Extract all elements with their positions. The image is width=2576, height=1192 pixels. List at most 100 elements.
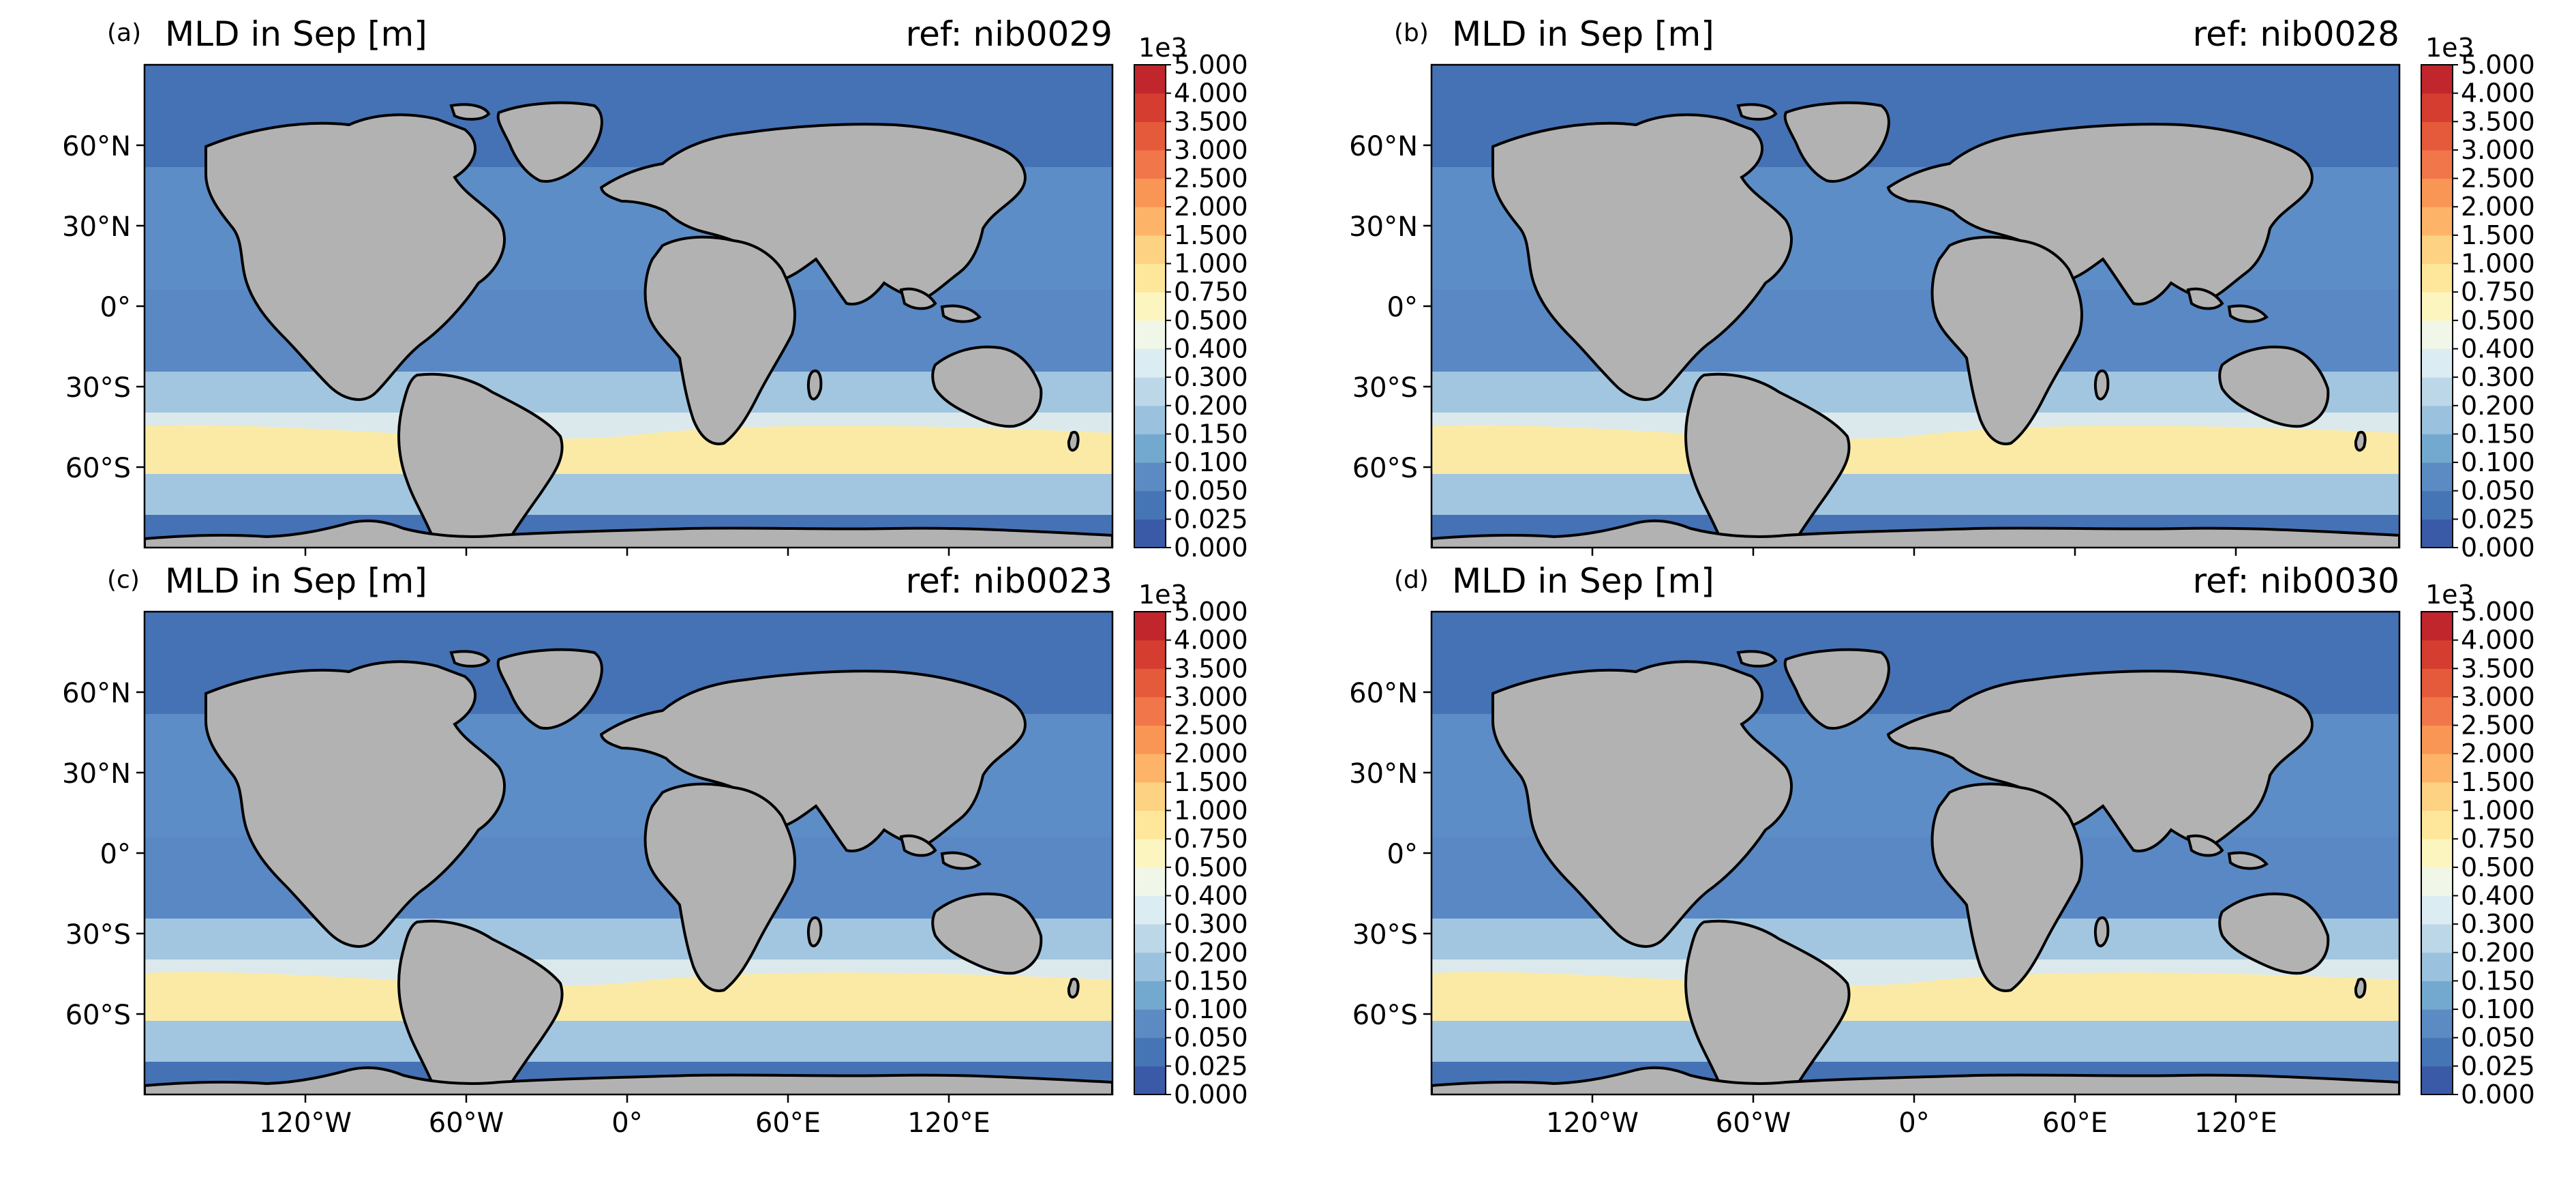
colorbar-tick-label: 3.000 [1174,682,1248,712]
lon-label: 60°W [429,1107,504,1139]
colorbar-segment [2421,149,2453,179]
colorbar-tick-label: 3.000 [2461,135,2535,165]
colorbar-segment [1134,668,1166,698]
colorbar-tick-label: 0.000 [1174,1079,1248,1109]
colorbar-segment [2421,839,2453,868]
colorbar-tick-label: 0.300 [1174,909,1248,939]
panel-title: MLD in Sep [m] [1452,14,1714,54]
colorbar-segment [2421,612,2453,641]
colorbar-tick-label: 0.200 [2461,938,2535,968]
colorbar-tick-label: 0.050 [2461,1023,2535,1053]
colorbar-tick-label: 3.500 [1174,106,1248,136]
colorbar-segment [2421,348,2453,378]
colorbar-tick-label: 3.000 [2461,682,2535,712]
panel-letter: (b) [1394,19,1429,47]
southern-ocean-deep-mixing [145,425,1112,474]
colorbar-frame [1134,64,1166,548]
colorbar-tick-label: 1.000 [2461,796,2535,826]
panel-ref: ref: nib0030 [2193,561,2399,601]
colorbar-tick-label: 2.500 [2461,164,2535,194]
panel-title: MLD in Sep [m] [1452,561,1714,601]
colorbar-tick-label: 0.200 [1174,938,1248,968]
colorbar-exponent: 1e3 [2425,580,2474,610]
colorbar-tick-label: 0.100 [1174,447,1248,477]
lon-label: 60°E [755,1107,821,1139]
colorbar-segment [2421,405,2453,434]
colorbar-segment [2421,1066,2453,1095]
colorbar-tick-label: 4.000 [2461,625,2535,655]
colorbar-tick-label: 0.150 [1174,419,1248,449]
lat-label: 30°S [1352,919,1418,951]
colorbar-tick-label: 5.000 [1174,597,1248,627]
colorbar-segment [2421,65,2453,94]
colorbar-tick-label: 0.500 [1174,306,1248,336]
colorbar-tick-label: 0.750 [2461,277,2535,307]
colorbar-segment [2421,178,2453,207]
colorbar-tick-label: 4.000 [2461,78,2535,108]
map-panel-d: (d) MLD in Sep [m] ref: nib0030 60°N 30°N 0° 3… [1349,561,2535,1139]
colorbar-tick-label: 1.500 [1174,220,1248,250]
colorbar-tick-label: 0.100 [2461,447,2535,477]
lat-label: 60°N [62,678,131,709]
map-panel-b: (b) MLD in Sep [m] ref: nib0028 60°N 30°N 0° 3… [1349,14,2535,563]
lon-label: 60°E [2042,1107,2108,1139]
colorbar-tick-label: 0.300 [2461,362,2535,392]
colorbar-segment [2421,952,2453,981]
colorbar-tick-label: 5.000 [2461,597,2535,627]
colorbar: 1e35.0004.0003.5003.0002.5002.0001.5001.… [2421,33,2535,563]
ocean-band-antarctic [145,1021,1112,1062]
colorbar-segment [2421,434,2453,463]
colorbar-tick-label: 1.000 [2461,249,2535,279]
colorbar-segment [1134,640,1166,669]
colorbar-tick-label: 0.025 [1174,504,1248,534]
colorbar-tick-label: 0.150 [1174,966,1248,996]
lat-label: 0° [100,839,131,870]
panel-letter: (a) [107,19,141,47]
panel-letter: (d) [1394,566,1429,594]
map-area [145,65,1112,548]
colorbar-tick-label: 0.200 [1174,391,1248,421]
colorbar-segment [1134,519,1166,548]
colorbar-tick-label: 0.150 [2461,966,2535,996]
colorbar-segment [1134,320,1166,349]
colorbar-exponent: 1e3 [1138,580,1187,610]
lat-label: 0° [1387,839,1418,870]
lat-label: 30°N [1349,211,1418,243]
colorbar-tick-label: 2.500 [1174,164,1248,194]
colorbar: 1e35.0004.0003.5003.0002.5002.0001.5001.… [2421,580,2535,1109]
colorbar-tick-label: 2.500 [2461,711,2535,741]
colorbar-segment [1134,93,1166,122]
colorbar-tick-label: 0.750 [2461,824,2535,854]
colorbar-segment [2421,981,2453,1010]
colorbar-tick-label: 0.300 [2461,909,2535,939]
lon-label: 120°W [259,1107,352,1139]
colorbar-tick-label: 0.500 [2461,306,2535,336]
colorbar-segment [2421,668,2453,698]
colorbar-segment [2421,895,2453,925]
colorbar-tick-label: 1.000 [1174,249,1248,279]
colorbar-exponent: 1e3 [2425,33,2474,63]
colorbar-segment [2421,754,2453,783]
panel-letter: (c) [107,566,140,594]
colorbar-tick-label: 0.400 [1174,880,1248,910]
colorbar-tick-label: 3.500 [1174,653,1248,683]
colorbar-segment [1134,924,1166,953]
colorbar-segment [1134,178,1166,207]
panel-title: MLD in Sep [m] [165,561,427,601]
colorbar-segment [2421,292,2453,321]
colorbar-tick-label: 0.050 [2461,476,2535,506]
colorbar-tick-label: 0.025 [1174,1051,1248,1081]
colorbar-segment [1134,725,1166,754]
colorbar-segment [1134,1066,1166,1095]
map-area [145,612,1112,1094]
lat-label: 0° [100,292,131,323]
colorbar-segment [1134,405,1166,434]
lat-label: 30°S [65,919,131,951]
colorbar-segment [1134,434,1166,463]
colorbar-segment [1134,348,1166,378]
colorbar-segment [1134,981,1166,1010]
colorbar-segment [2421,462,2453,492]
colorbar-segment [1134,696,1166,726]
colorbar-tick-label: 0.000 [1174,533,1248,563]
colorbar-frame [2421,611,2453,1095]
